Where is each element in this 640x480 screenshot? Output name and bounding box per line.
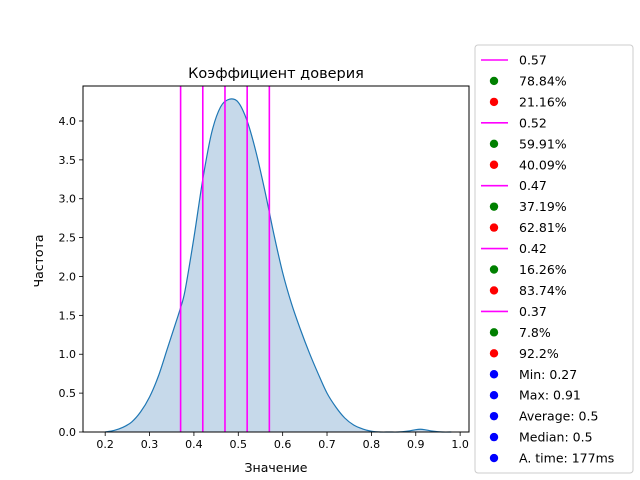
legend-dot-marker (489, 453, 499, 463)
y-tick-label: 3.5 (59, 154, 77, 167)
legend-dot-marker (489, 391, 499, 400)
y-tick-label: 3.0 (59, 193, 77, 206)
legend-label: 0.52 (519, 115, 547, 130)
legend-label: 59.91% (519, 136, 567, 151)
legend-label: 0.57 (519, 53, 547, 68)
x-tick-label: 0.3 (141, 438, 159, 451)
y-axis-label: Частота (31, 235, 46, 288)
y-tick-label: 1.0 (59, 348, 77, 361)
legend-label: 37.19% (519, 199, 567, 214)
legend-dot-marker (489, 411, 499, 421)
legend-label: 62.81% (519, 220, 567, 235)
y-tick-label: 2.0 (59, 270, 77, 283)
y-tick-label: 0.0 (59, 426, 77, 439)
legend-dot-marker (489, 265, 499, 274)
legend-label: Max: 0.91 (519, 388, 581, 403)
legend-label: Min: 0.27 (519, 367, 577, 382)
y-tick-label: 0.5 (59, 387, 77, 400)
x-axis-label: Значение (245, 460, 308, 475)
chart-title: Коэффициент доверия (188, 66, 364, 82)
legend-dot-marker (489, 286, 499, 295)
plot-frame (82, 85, 470, 433)
x-tick-label: 0.5 (230, 438, 248, 451)
legend-label: Median: 0.5 (519, 430, 593, 445)
legend-label: Average: 0.5 (519, 409, 598, 424)
x-tick-label: 0.4 (185, 438, 203, 451)
legend-dot-marker (489, 139, 499, 148)
legend-dot-marker (489, 349, 499, 358)
x-tick-label: 1.0 (451, 438, 469, 451)
legend-dot-marker (489, 432, 499, 442)
legend-dot-marker (489, 328, 499, 337)
legend-dot-marker (489, 97, 499, 107)
density-area (105, 98, 452, 433)
legend-label: 78.84% (519, 73, 567, 88)
legend-dot-marker (489, 223, 499, 232)
legend-label: 16.26% (519, 262, 567, 277)
legend-dot-marker (489, 76, 499, 86)
legend-dot-marker (489, 370, 499, 379)
x-tick-label: 0.9 (407, 438, 425, 451)
x-tick-label: 0.8 (363, 438, 381, 451)
legend-label: 40.09% (519, 157, 567, 172)
legend-label: 0.42 (519, 241, 547, 256)
y-tick-label: 4.0 (59, 115, 77, 128)
y-tick-label: 2.5 (59, 232, 77, 245)
legend-label: 21.16% (519, 94, 567, 109)
legend-label: 7.8% (519, 325, 551, 340)
legend-dot-marker (489, 160, 499, 169)
x-tick-label: 0.6 (274, 438, 292, 451)
legend-frame (474, 44, 634, 474)
x-axis: 0.2 0.3 0.4 0.5 0.6 0.7 0.8 0.9 1.0 (96, 432, 469, 451)
legend-label: 0.37 (519, 304, 547, 319)
y-axis: 0.0 0.5 1.0 1.5 2.0 2.5 3.0 3.5 4.0 (59, 115, 83, 439)
legend-label: 92.2% (519, 346, 559, 361)
x-tick-label: 0.7 (318, 438, 336, 451)
x-tick-label: 0.2 (96, 438, 114, 451)
legend: 0.57 78.84% 21.16% 0.52 59.91% 40.09% 0.47 37.1… (474, 44, 634, 474)
legend-label: 83.74% (519, 283, 567, 298)
plot-area (105, 86, 452, 433)
legend-label: A. time: 177ms (519, 451, 614, 466)
legend-dot-marker (489, 202, 499, 211)
y-tick-label: 1.5 (59, 309, 77, 322)
legend-label: 0.47 (519, 178, 547, 193)
